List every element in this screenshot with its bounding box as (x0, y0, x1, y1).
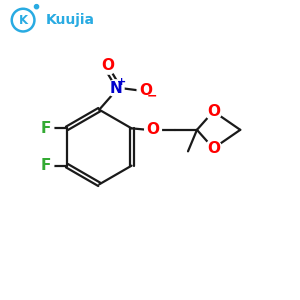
Text: N: N (109, 81, 122, 96)
Circle shape (137, 82, 154, 99)
Text: O: O (207, 104, 220, 119)
Text: O: O (147, 122, 160, 137)
Text: K: K (19, 14, 28, 27)
Text: Kuujia: Kuujia (46, 13, 94, 27)
Text: F: F (40, 121, 51, 136)
Circle shape (107, 80, 124, 97)
Text: +: + (117, 76, 127, 87)
Circle shape (205, 103, 222, 120)
Circle shape (205, 140, 222, 157)
Text: F: F (40, 158, 51, 173)
Text: −: − (147, 89, 157, 103)
Text: O: O (102, 58, 115, 73)
Circle shape (37, 157, 54, 174)
Text: O: O (139, 83, 152, 98)
Circle shape (34, 4, 39, 9)
Text: O: O (207, 141, 220, 156)
Circle shape (100, 57, 117, 74)
Circle shape (145, 122, 161, 138)
Circle shape (37, 120, 54, 137)
